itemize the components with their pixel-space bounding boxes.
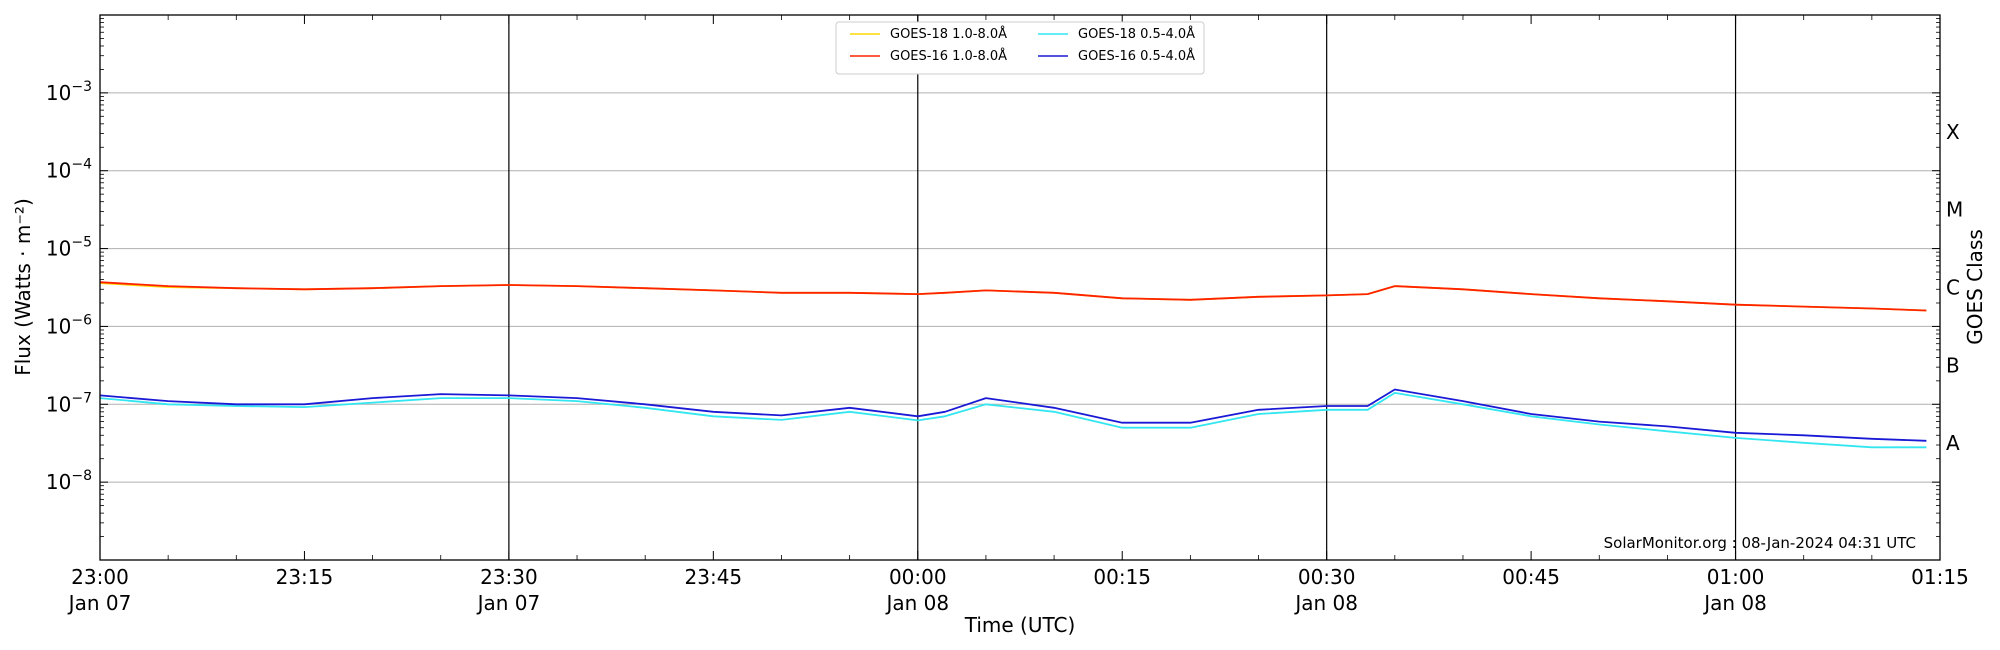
- y-tick-base: 10: [46, 392, 71, 416]
- x-tick-label: 01:15: [1911, 565, 1969, 589]
- x-tick-label: 23:30: [480, 565, 538, 589]
- y-tick-exponent: −6: [71, 312, 92, 328]
- y-tick-base: 10: [46, 237, 71, 261]
- goes-class-X: X: [1946, 120, 1960, 144]
- x-tick-date-label: Jan 07: [476, 591, 541, 615]
- legend-label: GOES-18 0.5-4.0Å: [1078, 26, 1195, 42]
- x-tick-date-label: Jan 07: [67, 591, 132, 615]
- legend-box: [835, 21, 1205, 75]
- y-tick-base: 10: [46, 470, 71, 494]
- x-tick-label: 00:30: [1298, 565, 1356, 589]
- y-tick-exponent: −5: [71, 235, 92, 251]
- plot-frame: [99, 14, 1941, 561]
- y-tick-exponent: −7: [71, 390, 92, 406]
- y-axis-label: Flux (Watts · m⁻²): [11, 198, 35, 376]
- legend: GOES-18 1.0-8.0Å GOES-16 1.0-8.0Å GOES-18 …: [835, 21, 1205, 75]
- goes-class-M: M: [1946, 198, 1963, 222]
- series-line-1: [99, 281, 1927, 312]
- credit-text: SolarMonitor.org : 08-Jan-2024 04:31 UTC: [1604, 534, 1916, 552]
- y-tick-label: 10−3: [46, 79, 92, 105]
- x-tick-label: 01:00: [1707, 565, 1765, 589]
- y-tick-label: 10−4: [46, 157, 92, 183]
- y-tick-exponent: −3: [71, 79, 92, 95]
- series-layer: [99, 281, 1927, 449]
- series-line-3: [99, 388, 1927, 442]
- x-tick-label: 00:45: [1502, 565, 1560, 589]
- y-tick-label: 10−7: [46, 390, 92, 416]
- y-tick-base: 10: [46, 159, 71, 183]
- x-tick-label: 23:45: [685, 565, 743, 589]
- y-tick-exponent: −4: [71, 157, 92, 173]
- legend-label: GOES-16 1.0-8.0Å: [890, 48, 1007, 64]
- series-line-2: [99, 391, 1927, 449]
- x-tick-date-label: Jan 08: [1702, 591, 1767, 615]
- goes-class-labels: X M C B A: [1946, 120, 1963, 455]
- y-axis-ticks: 10−310−410−510−610−710−8: [46, 18, 1940, 537]
- x-axis-label: Time (UTC): [964, 613, 1076, 637]
- y-tick-base: 10: [46, 314, 71, 338]
- goes-class-C: C: [1946, 276, 1960, 300]
- x-tick-label: 00:00: [889, 565, 947, 589]
- goes-class-B: B: [1946, 353, 1960, 377]
- y-tick-exponent: −8: [71, 468, 92, 484]
- horizontal-grid: [100, 92, 1940, 483]
- y2-axis-label: GOES Class: [1963, 229, 1987, 345]
- day-vertical-lines: [508, 15, 1737, 560]
- x-tick-label: 23:15: [276, 565, 334, 589]
- y-tick-label: 10−6: [46, 312, 92, 338]
- y-tick-base: 10: [46, 81, 71, 105]
- legend-label: GOES-18 1.0-8.0Å: [890, 26, 1007, 42]
- goes-class-A: A: [1946, 431, 1960, 455]
- x-tick-date-label: Jan 08: [1293, 591, 1358, 615]
- y-tick-label: 10−5: [46, 235, 92, 261]
- x-tick-label: 00:15: [1093, 565, 1151, 589]
- legend-label: GOES-16 0.5-4.0Å: [1078, 48, 1195, 64]
- x-tick-date-label: Jan 08: [884, 591, 949, 615]
- y-tick-label: 10−8: [46, 468, 92, 494]
- x-tick-label: 23:00: [71, 565, 129, 589]
